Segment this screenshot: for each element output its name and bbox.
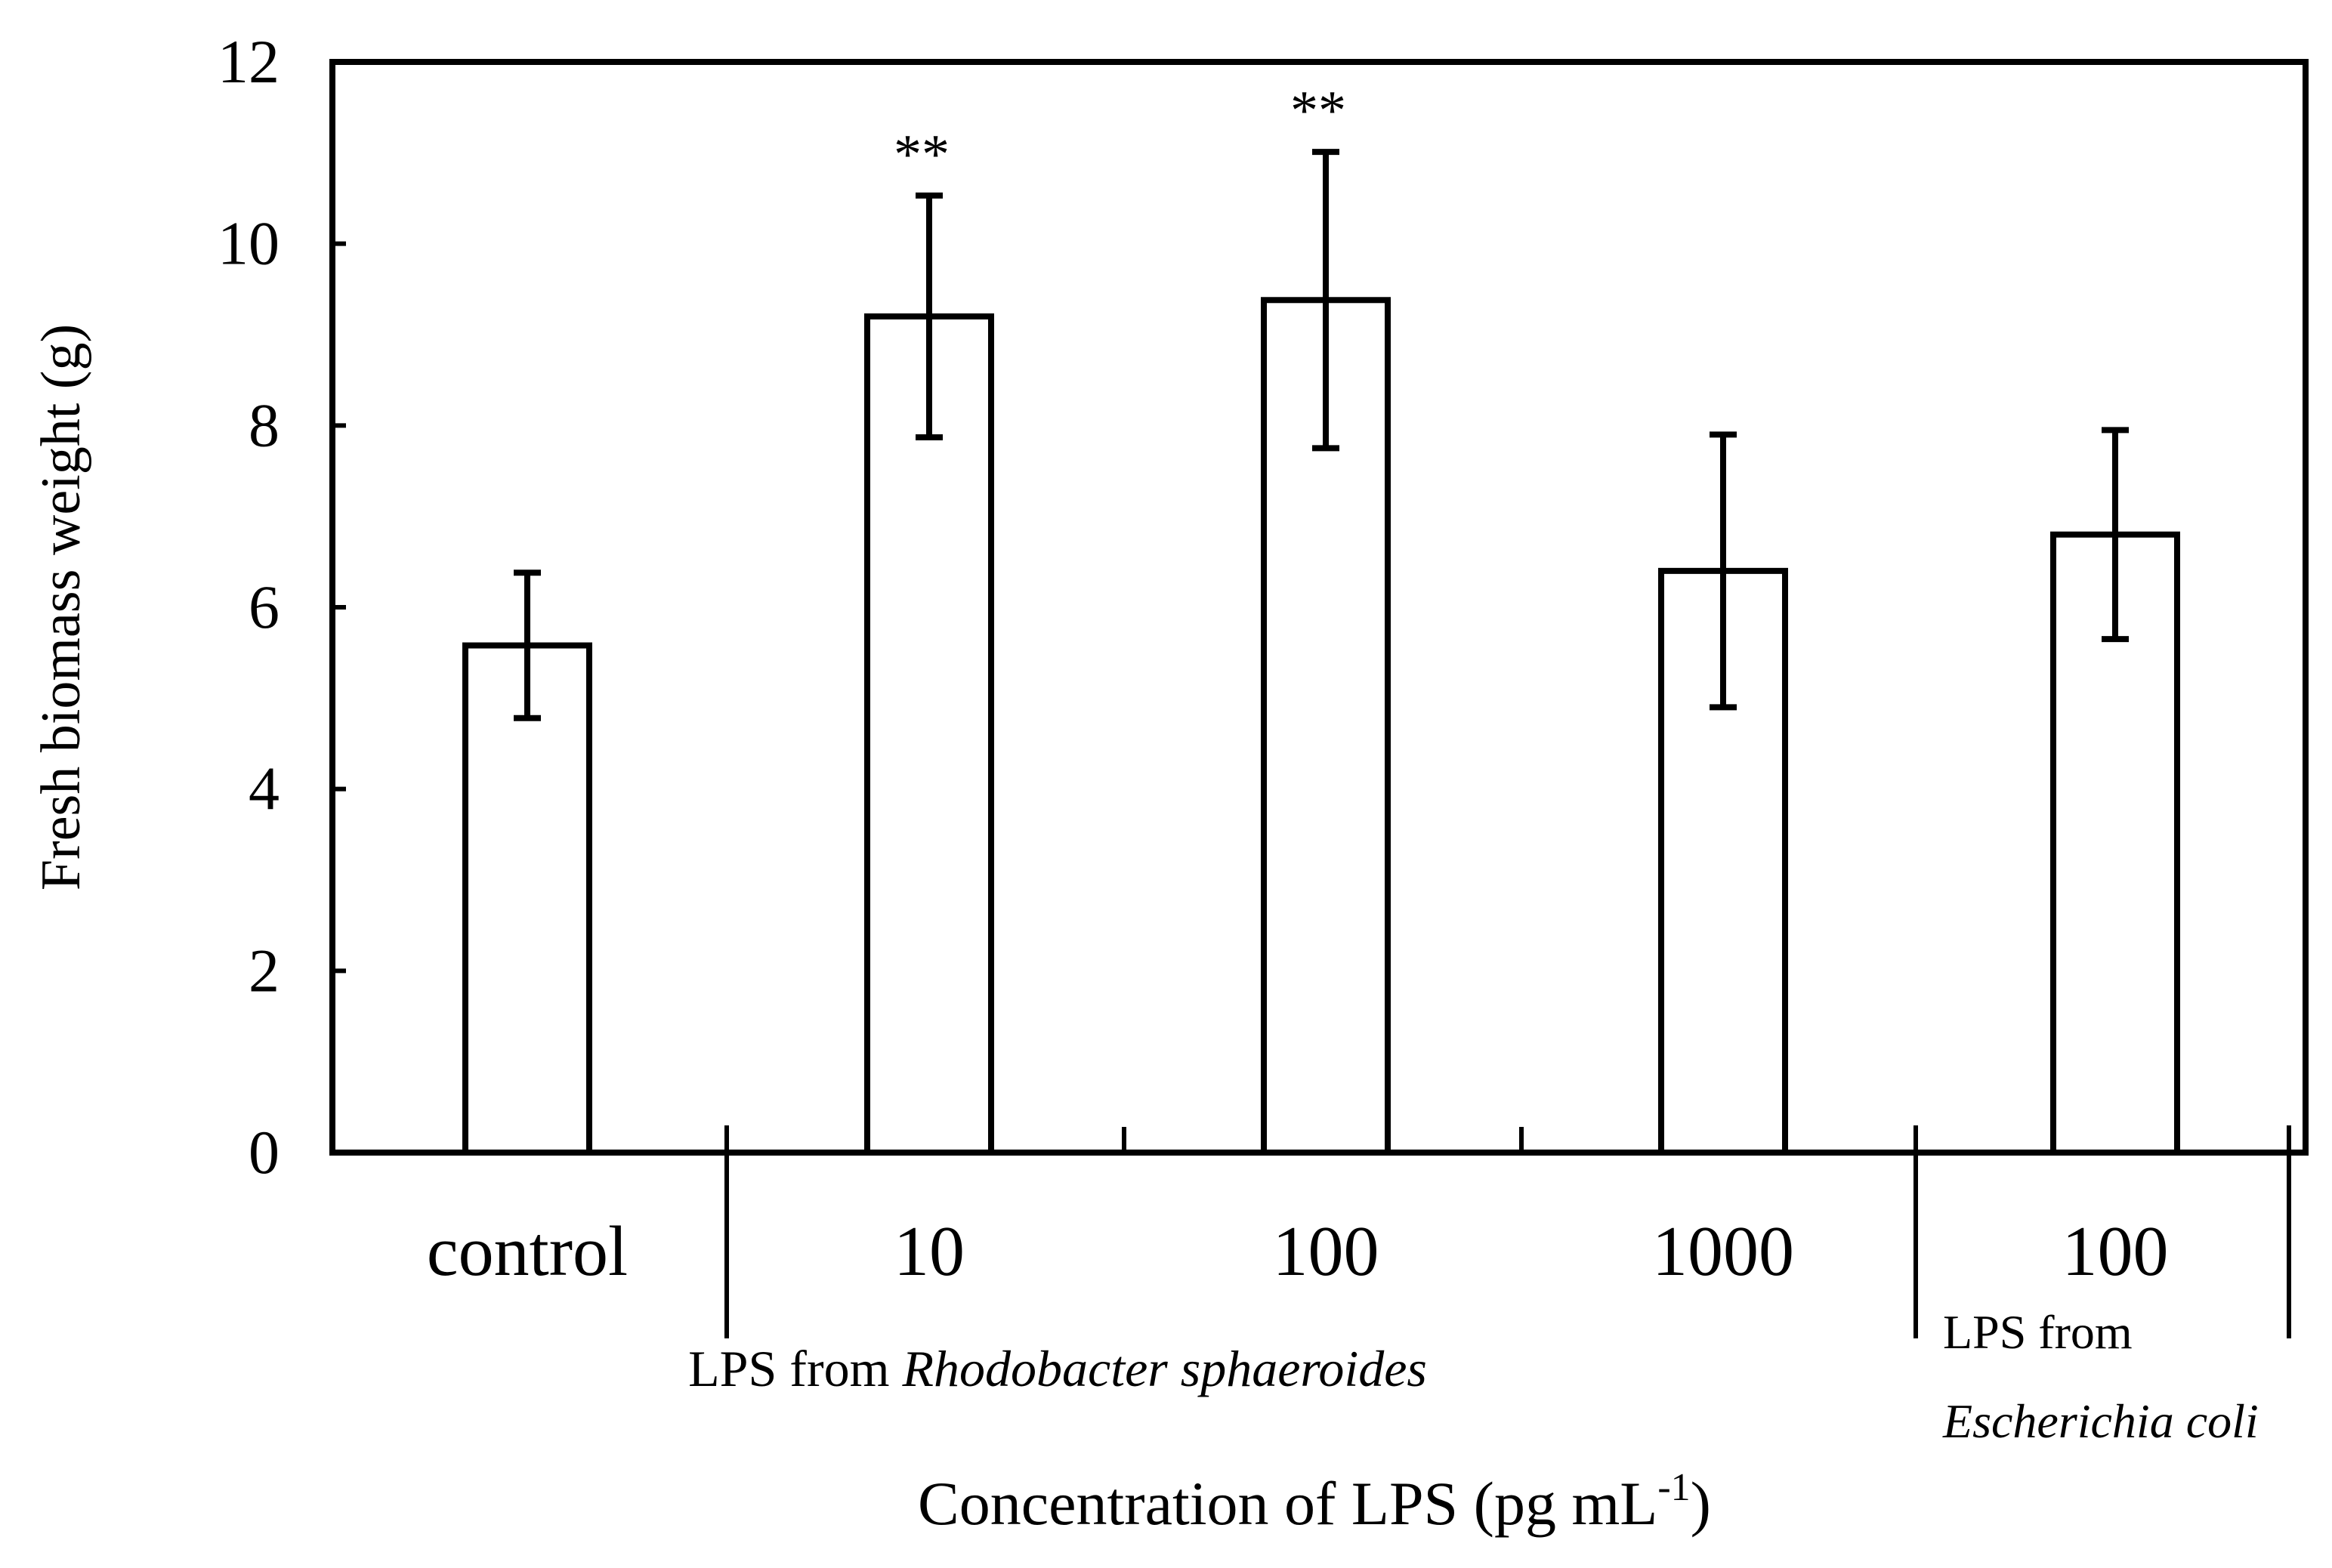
x-tick-label-0: control [427,1212,628,1291]
y-tick-label-0: 0 [249,1118,280,1187]
group-label-ecoli-prefix: LPS from [1943,1305,2133,1359]
x-axis-label-superscript: -1 [1657,1466,1690,1509]
bars-group: ** ** [462,80,2180,1156]
x-axis-label-main: Concentration of LPS (pg mL [918,1469,1657,1538]
y-tick-label-4: 8 [249,390,280,459]
x-tick-label-1: 10 [894,1212,965,1291]
y-axis-label: Fresh biomass weight (g) [30,324,92,890]
y-tick-label-1: 2 [249,936,280,1005]
significance-mark-2: ** [1290,80,1346,142]
y-tick-label-3: 6 [249,573,280,641]
x-axis: control 10 100 1000 100 [427,1127,2169,1291]
group-label-ecoli-species: Escherichia coli [1942,1394,2259,1448]
x-tick-label-2: 100 [1273,1212,1379,1291]
y-tick-label-5: 10 [218,209,280,278]
group-label-rhodobacter-species: Rhodobacter sphaeroides [901,1340,1426,1397]
x-tick-label-4: 100 [2062,1212,2169,1291]
y-axis: 0 2 4 6 8 10 12 [218,27,346,1187]
x-tick-label-3: 1000 [1652,1212,1794,1291]
x-axis-label: Concentration of LPS (pg mL-1) [918,1466,1711,1538]
group-label-rhodobacter: LPS from Rhodobacter sphaeroides [688,1340,1427,1397]
group-label-rhodobacter-prefix: LPS from [688,1340,889,1397]
x-axis-label-suffix: ) [1691,1469,1711,1538]
bar-1 [864,313,994,1156]
y-tick-label-6: 12 [218,27,280,96]
bar-0 [462,642,592,1156]
group-dividers [724,1125,2291,1338]
significance-mark-1: ** [894,124,950,186]
y-tick-label-2: 4 [249,755,280,823]
